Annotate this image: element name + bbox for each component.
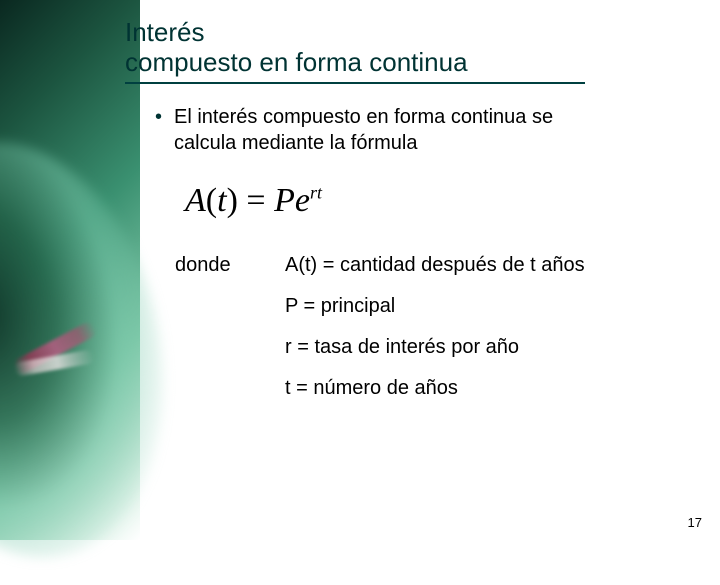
formula-arg: t xyxy=(217,182,226,219)
defs-spacer xyxy=(175,377,285,400)
formula-open-paren: ( xyxy=(206,182,217,219)
formula-P: P xyxy=(274,182,295,219)
slide-content: Interés compuesto en forma continua • El… xyxy=(125,18,690,515)
title-line-1: Interés xyxy=(125,17,205,47)
bullet-row: • El interés compuesto en forma continua… xyxy=(155,104,690,156)
defs-donde-label: donde xyxy=(175,254,285,277)
formula: A(t) = Pert xyxy=(185,182,690,220)
formula-close-paren: ) xyxy=(227,182,238,219)
page-number: 17 xyxy=(688,515,702,530)
formula-exp: rt xyxy=(310,182,322,202)
formula-equals: = xyxy=(246,182,274,219)
def-item: t = número de años xyxy=(285,377,690,400)
formula-A: A xyxy=(185,182,206,219)
bullet-text: El interés compuesto en forma continua s… xyxy=(174,104,604,156)
slide-title: Interés compuesto en forma continua xyxy=(125,18,585,84)
def-item: r = tasa de interés por año xyxy=(285,336,690,359)
def-item: A(t) = cantidad después de t años xyxy=(285,254,690,277)
bullet-marker-icon: • xyxy=(155,104,162,130)
defs-spacer xyxy=(175,336,285,359)
def-item: P = principal xyxy=(285,295,690,318)
definitions: donde A(t) = cantidad después de t años … xyxy=(175,254,690,400)
title-line-2: compuesto en forma continua xyxy=(125,47,468,77)
defs-spacer xyxy=(175,295,285,318)
formula-e: e xyxy=(295,182,310,219)
